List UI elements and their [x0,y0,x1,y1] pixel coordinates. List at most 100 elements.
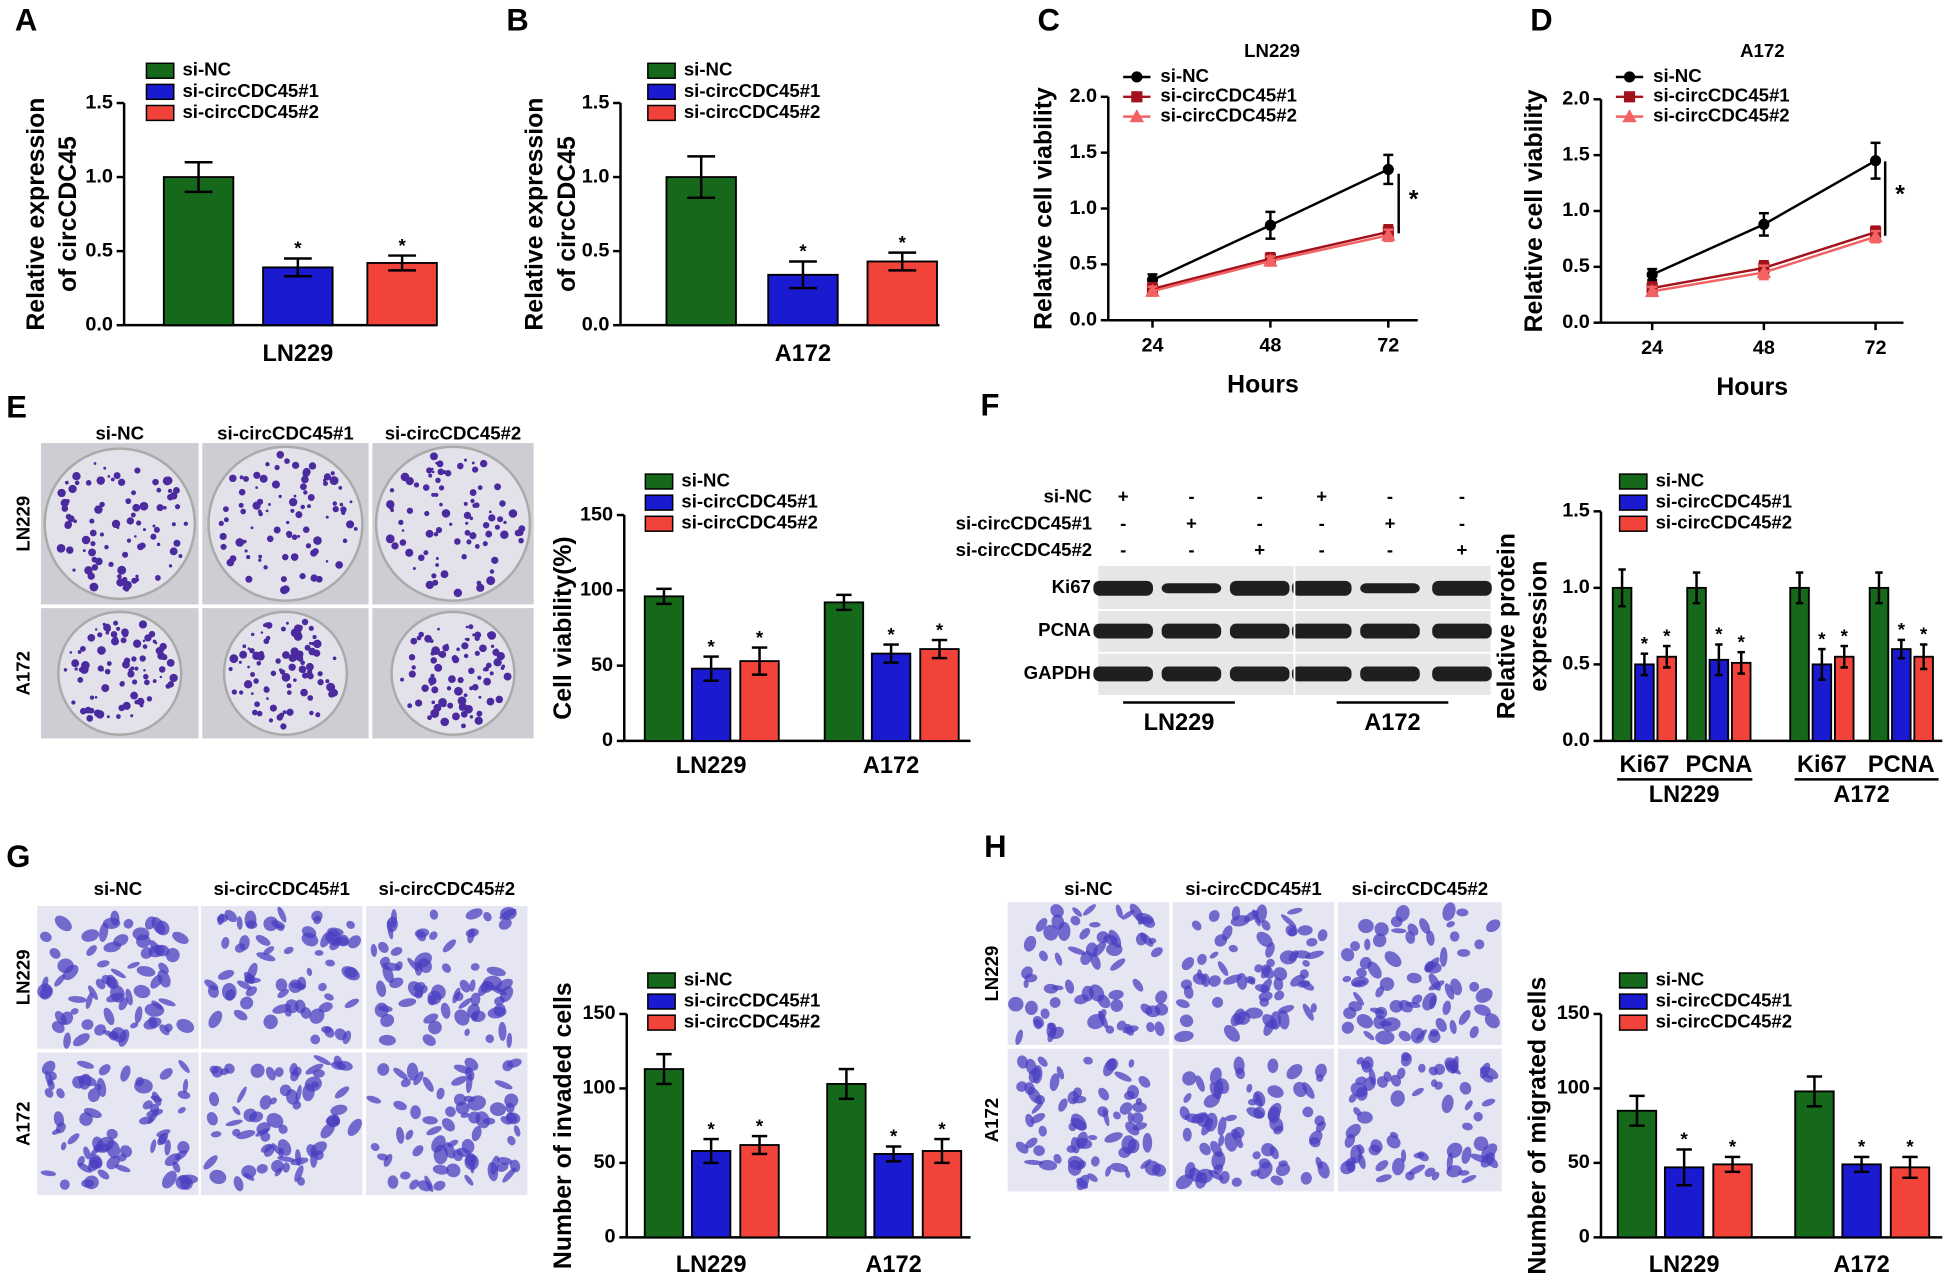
cell [330,1104,348,1116]
colony [146,696,153,702]
legend-swatch [145,62,175,79]
x-tick-label: LN229 [1649,1251,1720,1277]
colony [285,621,289,625]
cell [1256,931,1273,948]
band [1161,666,1222,682]
colony [290,553,299,561]
legend-swatch [1618,473,1648,490]
cell [313,1055,332,1066]
cell [1302,1106,1314,1118]
cell [1255,904,1268,924]
y-axis-label: of circCDC45 [55,136,82,292]
cell [1274,990,1285,1001]
colony [479,644,487,653]
colony [422,484,430,491]
band [1229,580,1290,596]
cell [1390,916,1403,928]
cell [274,1067,284,1078]
y-axis-label: Relative expression [23,98,50,331]
cell [175,1175,191,1190]
y-tick-label: 1.0 [1562,199,1590,221]
cell [347,1118,362,1136]
cell [1233,1056,1245,1075]
x-tick-label: A172 [1833,1251,1889,1277]
cell [346,920,355,929]
colony [328,690,335,698]
cell [400,1171,411,1180]
colony [183,521,189,526]
colony [139,655,146,662]
colony [247,665,250,669]
colony [77,650,82,654]
cell [1064,979,1075,994]
colony [167,488,173,493]
column-label: si-NC [94,878,143,899]
band [1161,583,1222,594]
colony [135,644,140,648]
colony [431,700,436,705]
colony [408,670,416,678]
marker [1381,227,1396,241]
cell [1300,1171,1312,1185]
cell [497,1157,513,1165]
y-tick-label: 0.0 [1562,729,1590,751]
cell [1426,930,1435,946]
cell [1033,1145,1045,1157]
colony [91,564,99,571]
colony [162,505,167,510]
cell [1248,977,1256,985]
y-tick-label: 0.0 [1562,311,1590,333]
cell [282,1162,290,1173]
colony [266,697,269,700]
colony [438,485,445,491]
cell [1023,980,1029,989]
colony [428,676,437,685]
y-tick-label: 1.5 [1562,500,1590,522]
cell [1285,924,1298,937]
cell [1089,921,1101,928]
cell [432,1164,449,1175]
colony [65,513,72,520]
colony [332,501,338,506]
legend-label: si-circCDC45#1 [1656,989,1793,1010]
cell [133,984,151,999]
colony [132,639,142,648]
cell [1252,1151,1261,1160]
colony [130,691,139,700]
cell [470,992,481,1007]
cell [1411,1087,1424,1097]
cell [1356,967,1367,978]
colony [479,459,488,468]
colony [68,484,77,494]
cell [182,1078,189,1094]
colony [341,510,346,515]
colony [452,656,460,664]
cell [1267,1058,1279,1074]
colony [476,583,485,592]
colony [386,500,395,509]
cell [459,979,471,993]
marker [1623,91,1636,103]
sign: + [1118,486,1129,507]
row-label: A172 [13,651,34,695]
colony [300,504,305,510]
cell [490,1155,500,1175]
colony [105,630,110,635]
colony [518,525,526,533]
colony [165,683,171,689]
significance-mark: * [1681,1129,1689,1150]
cell [1054,952,1063,966]
cell [1051,985,1064,991]
cell [1265,942,1275,958]
cell [1182,1127,1192,1142]
cell [334,1086,350,1099]
cell [1309,1130,1323,1145]
bar [665,176,737,327]
colony [156,542,161,547]
colony [447,702,454,709]
significance-mark: * [1738,631,1746,652]
cell [1050,904,1064,918]
cell [1087,1134,1098,1141]
marker [1131,71,1143,83]
